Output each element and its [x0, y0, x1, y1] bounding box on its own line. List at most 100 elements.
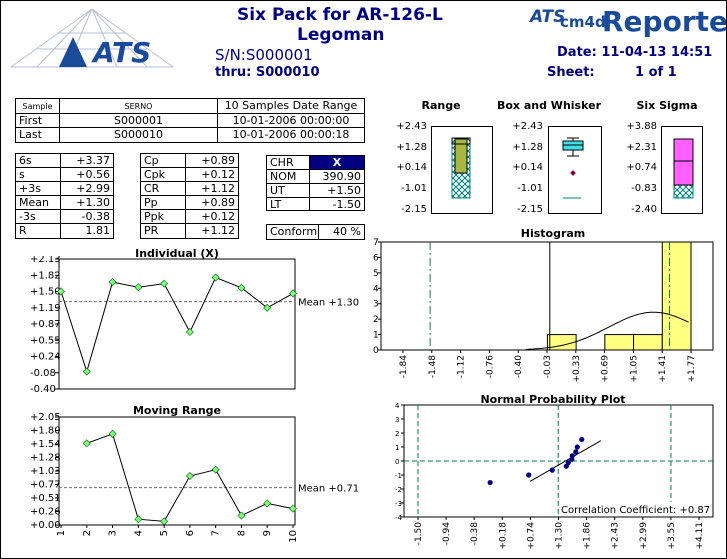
mini-tick-label: +0.14 [512, 162, 543, 174]
x-tick-label: +0.69 [601, 355, 611, 383]
stat-mid-label: Pp [141, 196, 186, 210]
report-title: Six Pack for AR-126-L [237, 5, 443, 25]
mean-label: Mean +1.30 [298, 298, 359, 309]
mini-tick-label: +1.28 [512, 141, 543, 153]
stat-mid-label: PR [141, 224, 186, 238]
individual-title: Individual (X) [135, 247, 219, 260]
mini-tick-label: -2.15 [517, 203, 543, 215]
y-tick-label: +0.24 [30, 352, 61, 363]
y-tick-label: 2 [395, 430, 399, 438]
mini-tick-label: +1.28 [396, 141, 427, 153]
chr-lt-value: -1.50 [332, 198, 361, 210]
x-tick-label: +1.30 [555, 522, 565, 550]
y-tick-label: -0.40 [30, 384, 56, 395]
samples-row-first-date: 10-01-2006 00:00:00 [218, 114, 364, 128]
stat-mid-value: +1.12 [186, 182, 238, 196]
data-point [160, 517, 169, 526]
stat-left-label: s [16, 168, 61, 182]
mini-tick-label: +3.88 [626, 121, 657, 132]
date-value: 11-04-13 14:51 [601, 45, 713, 60]
mean-label: Mean +0.71 [298, 484, 359, 495]
y-tick-label: +0.55 [30, 335, 61, 346]
x-tick-label: 10 [288, 530, 299, 543]
data-point [263, 499, 272, 508]
six-sigma-plot [673, 138, 694, 199]
box-whisker-plot [562, 137, 584, 199]
stat-left-value: +0.56 [61, 168, 113, 182]
x-tick-label: +1.77 [687, 355, 697, 383]
data-point [237, 283, 246, 292]
x-tick-label: 5 [159, 530, 170, 536]
sheet-label: Sheet: [547, 65, 595, 80]
y-tick-label: -0.08 [30, 368, 56, 379]
y-tick-label: +0.51 [30, 493, 61, 504]
stat-left-label: Mean [16, 196, 61, 210]
annotation-bg [559, 502, 711, 516]
x-tick-label: 2 [82, 530, 93, 536]
thru-value: S000010 [255, 65, 320, 80]
mini-tick-label: +0.74 [626, 162, 657, 174]
data-point [82, 439, 91, 448]
chr-table: CHR X NOM 390.90 UT +1.50 LT -1.50 [266, 155, 365, 211]
y-tick-label: -2 [395, 486, 402, 494]
x-tick-label: -1.50 [414, 522, 424, 546]
y-tick-label: +0.87 [30, 319, 61, 330]
x-tick-label: -1.48 [428, 355, 438, 379]
normal-prob-title: Normal Probability Plot [480, 393, 626, 406]
data-point [487, 479, 493, 486]
x-tick-label: +0.33 [572, 355, 582, 383]
samples-table: Sample SERNO 10 Samples Date Range First… [15, 98, 365, 143]
x-tick-label: +2.99 [639, 522, 649, 550]
x-tick-label: -0.76 [485, 355, 495, 379]
y-tick-label: 3 [395, 416, 399, 424]
data-point [211, 465, 220, 474]
range-title: Range [421, 99, 461, 112]
y-tick-label: 0 [373, 346, 379, 356]
sn-label: S/N: [215, 46, 246, 64]
thru-row: thru: S000010 [215, 65, 320, 80]
data-point [57, 287, 65, 296]
y-tick-label: 1 [373, 331, 379, 341]
sn-row: S/N:S000001 [215, 46, 313, 64]
moving-range-title: Moving Range [132, 404, 222, 417]
x-tick-label: +0.74 [526, 522, 536, 550]
data-point [82, 367, 91, 376]
y-tick-label: +1.50 [30, 287, 61, 298]
x-tick-label: +1.05 [629, 355, 639, 383]
brand-left-text: ATS [91, 36, 151, 69]
samples-row-first-label: First [16, 114, 60, 128]
histogram-bar [633, 334, 663, 351]
y-tick-label: 0 [395, 458, 399, 466]
y-tick-label: 4 [373, 284, 379, 294]
x-tick-label: -0.94 [442, 522, 452, 546]
samples-row-last-date: 10-01-2006 00:00:18 [232, 128, 350, 141]
reporter-logo: ATS cm4d Reporter [530, 5, 726, 39]
mini-tick-label: +2.43 [396, 121, 427, 132]
stat-mid-label: Cp [141, 154, 186, 168]
x-tick-label: 4 [133, 530, 144, 536]
histogram-bar [661, 241, 692, 351]
stat-left-label: R [16, 224, 61, 238]
y-tick-label: +1.54 [30, 439, 61, 450]
data-point [565, 460, 571, 466]
x-tick-label: +1.41 [658, 355, 668, 383]
x-tick-label: +4.11 [695, 522, 705, 550]
mini-tick-label: +0.14 [396, 162, 427, 174]
x-tick-label: -0.40 [514, 355, 524, 379]
stat-left-value: +3.37 [61, 154, 113, 168]
stat-left-value: 1.81 [85, 224, 111, 237]
y-tick-label: +2.05 [30, 413, 61, 423]
thru-label: thru: [215, 65, 252, 80]
plot-frame [380, 241, 714, 351]
plot-frame [58, 258, 296, 390]
data-point [160, 279, 169, 288]
chr-nom-value: 390.90 [310, 170, 364, 184]
six-sigma-chart [661, 126, 703, 214]
data-point [573, 449, 579, 455]
range-chart [431, 126, 493, 214]
stat-mid-value: +1.12 [201, 224, 235, 237]
mini-tick-label: -2.40 [631, 203, 657, 215]
y-tick-label: +0.77 [30, 480, 61, 491]
box-whisker-chart [548, 126, 602, 214]
